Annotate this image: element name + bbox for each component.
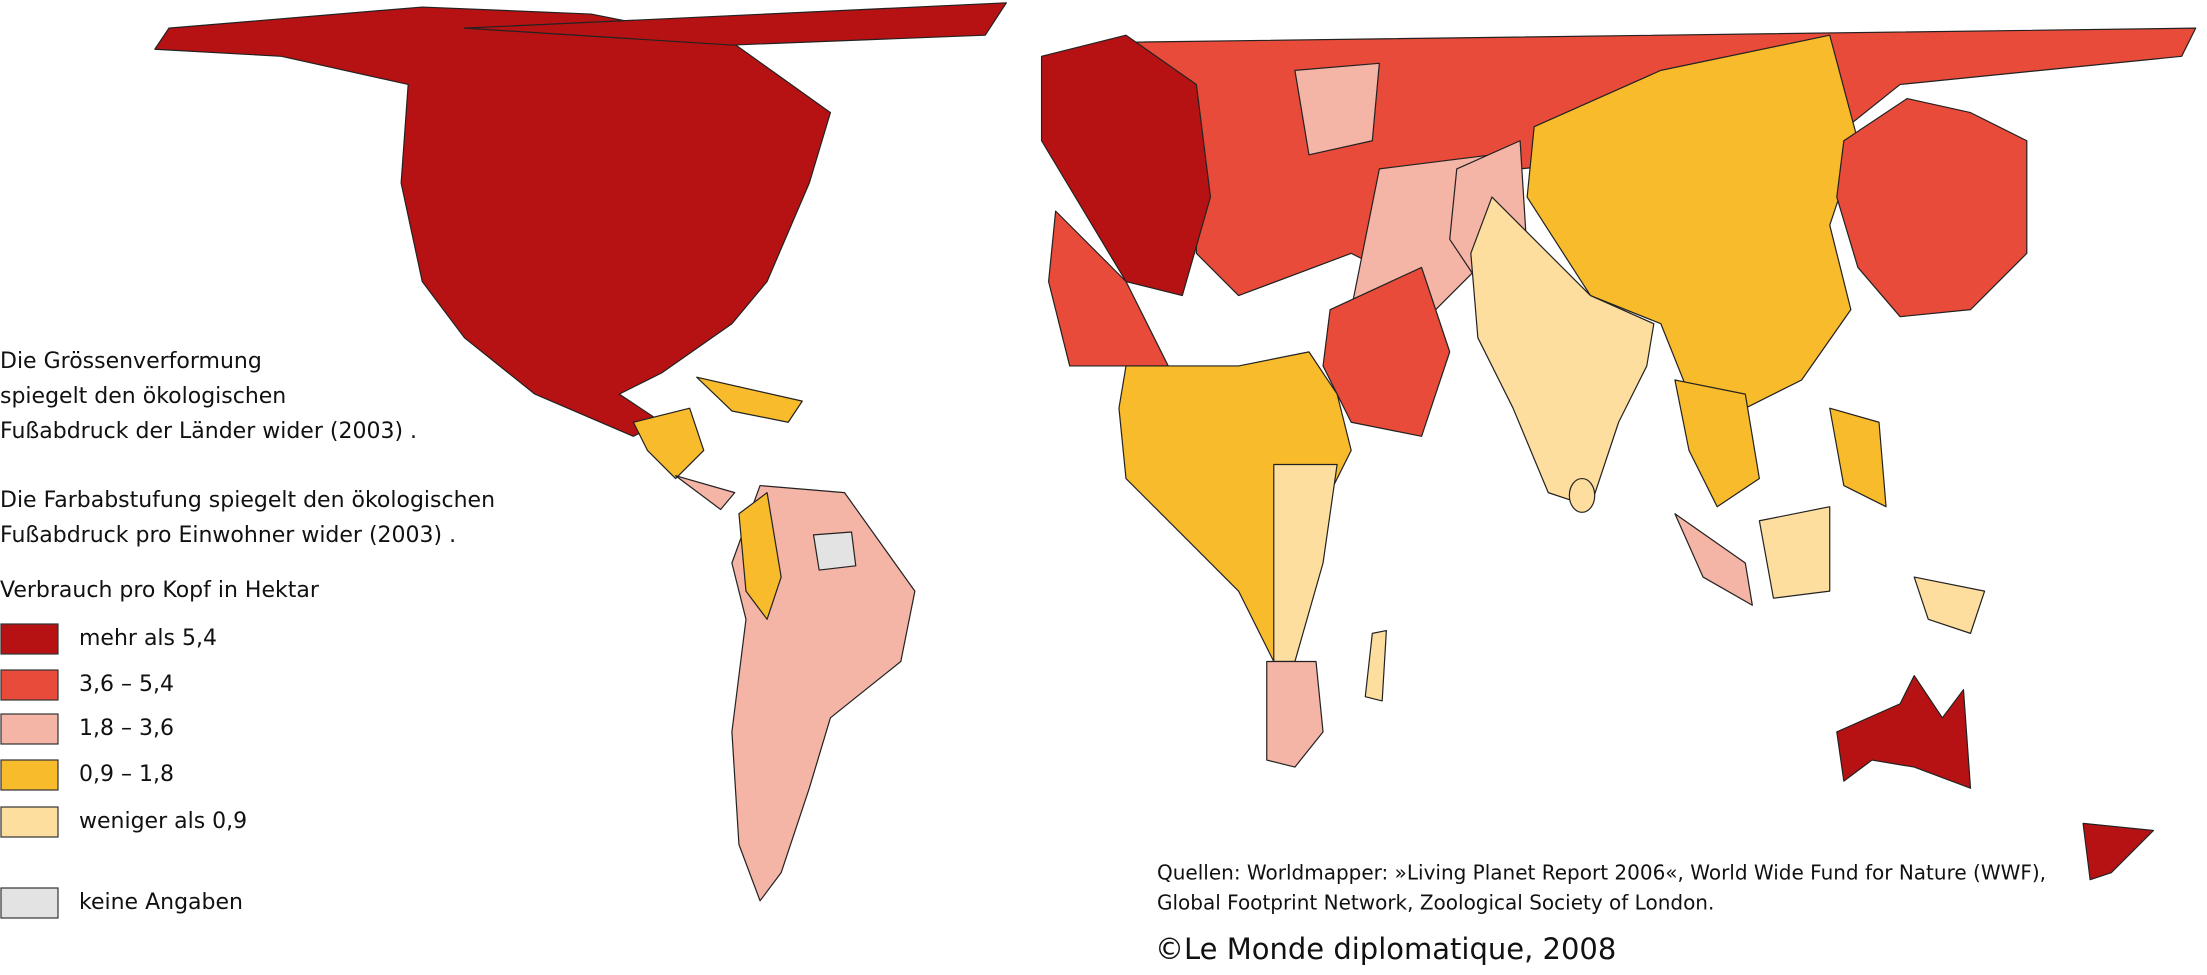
description: Die Grössenverformung spiegelt den ökolog…	[0, 349, 495, 548]
legend-title: Verbrauch pro Kopf in Hektar	[0, 578, 320, 603]
cartogram	[155, 3, 2196, 901]
australia	[1837, 676, 1971, 789]
central-america-south	[676, 476, 735, 510]
description-line: spiegelt den ökologischen	[0, 384, 286, 409]
source-line: Quellen: Worldmapper: »Living Planet Rep…	[1157, 861, 2046, 885]
south-africa	[1267, 662, 1323, 768]
central-america	[633, 408, 703, 478]
new-zealand	[2083, 823, 2153, 879]
north-america	[155, 7, 831, 436]
legend-label: 1,8 – 3,6	[79, 716, 174, 741]
guyana	[814, 532, 856, 570]
legend-label: keine Angaben	[79, 890, 243, 915]
legend-label: 0,9 – 1,8	[79, 762, 174, 787]
arctic-strip	[464, 3, 1006, 45]
madagascar	[1365, 631, 1386, 701]
legend-swatch	[0, 759, 59, 791]
philippines	[1830, 408, 1886, 507]
legend-swatch	[0, 887, 59, 919]
western-europe	[1049, 211, 1169, 366]
japan	[1837, 99, 2027, 317]
legend-label: weniger als 0,9	[79, 809, 247, 834]
northern-europe	[1042, 35, 1211, 295]
sri-lanka	[1569, 479, 1594, 513]
legend-label: mehr als 5,4	[79, 626, 217, 651]
legend: mehr als 5,4 3,6 – 5,4 1,8 – 3,6 0,9 – 1,8 w…	[0, 623, 247, 919]
description-line: Fußabdruck der Länder wider (2003) .	[0, 419, 417, 444]
eastern-europe	[1295, 63, 1379, 154]
legend-swatch	[0, 669, 59, 701]
southeast-asia	[1675, 380, 1759, 507]
caribbean	[697, 377, 803, 422]
description-line: Die Farbabstufung spiegelt den ökologisc…	[0, 488, 495, 513]
source-line: Global Footprint Network, Zoological Soc…	[1157, 891, 1714, 915]
andes	[739, 493, 781, 620]
indonesia-east	[1914, 577, 1984, 633]
legend-swatch	[0, 713, 59, 745]
description-line: Die Grössenverformung	[0, 349, 262, 374]
description-line: Fußabdruck pro Einwohner wider (2003) .	[0, 523, 456, 548]
legend-swatch	[0, 806, 59, 838]
legend-label: 3,6 – 5,4	[79, 672, 174, 697]
east-africa	[1274, 464, 1337, 661]
copyright: ©Le Monde diplomatique, 2008	[1155, 932, 1616, 966]
middle-east	[1323, 267, 1450, 436]
legend-swatch	[0, 623, 59, 655]
indonesia	[1759, 507, 1829, 598]
malaysia	[1675, 514, 1752, 605]
